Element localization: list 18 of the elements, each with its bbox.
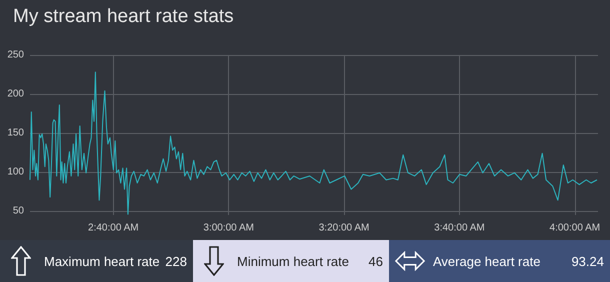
- category-label: Minimum heart rate: [237, 254, 350, 268]
- category-label: Maximum heart rate: [44, 254, 161, 268]
- data-label: 228: [165, 254, 187, 268]
- chart-title: My stream heart rate stats: [13, 6, 234, 27]
- data-label: 46: [368, 254, 383, 268]
- x-tick-label: 2:40:00 AM: [88, 222, 139, 234]
- y-tick-label: 250: [7, 50, 24, 60]
- y-tick-label: 150: [7, 128, 24, 139]
- data-label: 93.24: [571, 254, 604, 268]
- y-tick-label: 100: [7, 166, 24, 178]
- x-tick-label: 3:40:00 AM: [434, 222, 485, 234]
- y-tick-label: 200: [7, 88, 24, 100]
- x-tick-label: 4:00:00 AM: [550, 222, 600, 234]
- line-series: [30, 72, 598, 215]
- y-tick-label: 50: [12, 206, 24, 217]
- x-tick-label: 3:00:00 AM: [203, 222, 254, 234]
- category-label: Average heart rate: [433, 254, 542, 268]
- x-tick-label: 3:20:00 AM: [318, 222, 370, 234]
